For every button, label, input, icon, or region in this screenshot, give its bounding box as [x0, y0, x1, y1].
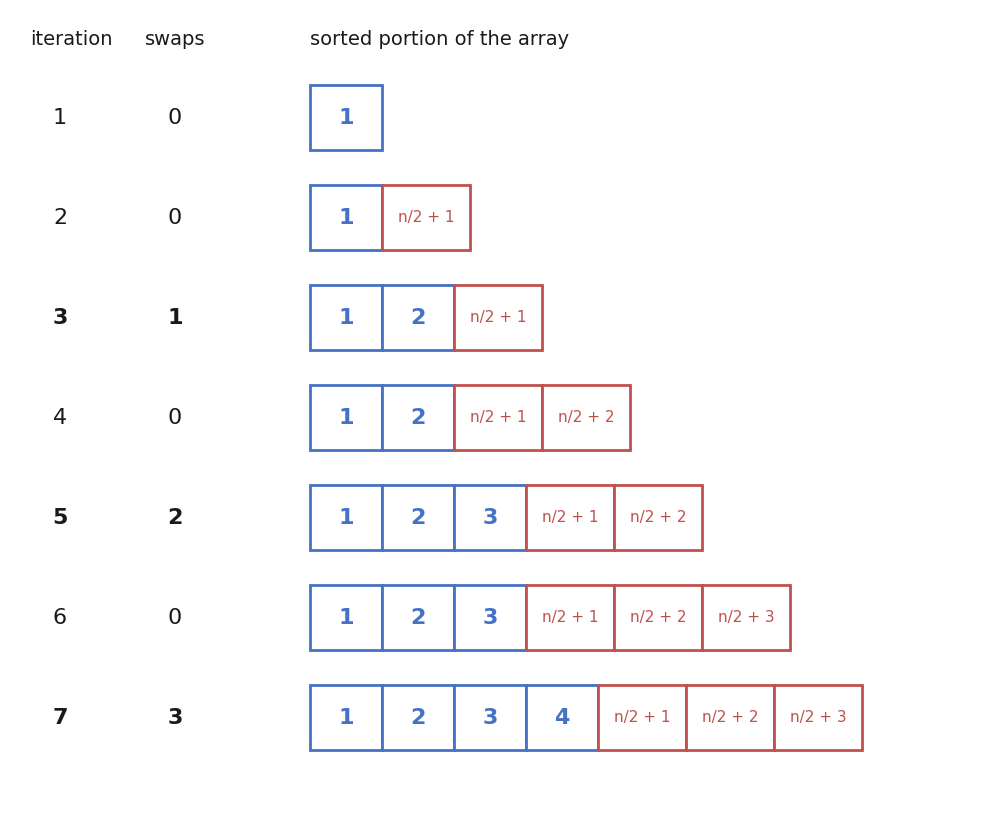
FancyBboxPatch shape	[526, 585, 614, 650]
Text: 0: 0	[168, 407, 183, 428]
FancyBboxPatch shape	[454, 585, 526, 650]
FancyBboxPatch shape	[310, 485, 382, 550]
Text: 3: 3	[482, 507, 498, 528]
Text: n/2 + 1: n/2 + 1	[542, 510, 598, 525]
Text: 1: 1	[338, 307, 354, 327]
Text: 2: 2	[411, 507, 426, 528]
FancyBboxPatch shape	[310, 185, 382, 250]
FancyBboxPatch shape	[614, 485, 702, 550]
FancyBboxPatch shape	[310, 585, 382, 650]
Text: 2: 2	[168, 507, 183, 528]
Text: n/2 + 2: n/2 + 2	[630, 610, 686, 625]
Text: 2: 2	[53, 207, 67, 227]
FancyBboxPatch shape	[382, 385, 454, 450]
Text: 3: 3	[482, 708, 498, 728]
Text: 2: 2	[411, 407, 426, 428]
FancyBboxPatch shape	[598, 685, 686, 750]
Text: 3: 3	[53, 307, 67, 327]
Text: 4: 4	[53, 407, 67, 428]
Text: 1: 1	[338, 507, 354, 528]
Text: 2: 2	[411, 607, 426, 628]
Text: n/2 + 1: n/2 + 1	[542, 610, 598, 625]
FancyBboxPatch shape	[382, 485, 454, 550]
Text: 3: 3	[482, 607, 498, 628]
FancyBboxPatch shape	[382, 185, 470, 250]
Text: 1: 1	[338, 607, 354, 628]
Text: 2: 2	[411, 307, 426, 327]
FancyBboxPatch shape	[526, 685, 598, 750]
Text: n/2 + 3: n/2 + 3	[717, 610, 775, 625]
FancyBboxPatch shape	[702, 585, 790, 650]
FancyBboxPatch shape	[454, 485, 526, 550]
FancyBboxPatch shape	[310, 685, 382, 750]
FancyBboxPatch shape	[542, 385, 630, 450]
Text: iteration: iteration	[30, 30, 112, 49]
Text: 6: 6	[53, 607, 67, 628]
FancyBboxPatch shape	[454, 685, 526, 750]
Text: n/2 + 2: n/2 + 2	[558, 410, 614, 425]
Text: 5: 5	[53, 507, 67, 528]
Text: n/2 + 1: n/2 + 1	[470, 410, 526, 425]
Text: n/2 + 1: n/2 + 1	[614, 710, 671, 725]
Text: n/2 + 2: n/2 + 2	[630, 510, 686, 525]
FancyBboxPatch shape	[310, 285, 382, 350]
FancyBboxPatch shape	[526, 485, 614, 550]
FancyBboxPatch shape	[614, 585, 702, 650]
Text: n/2 + 1: n/2 + 1	[470, 310, 526, 325]
Text: 1: 1	[53, 107, 67, 127]
Text: 3: 3	[168, 708, 183, 728]
Text: 1: 1	[338, 107, 354, 127]
Text: 0: 0	[168, 607, 183, 628]
Text: swaps: swaps	[145, 30, 205, 49]
FancyBboxPatch shape	[310, 85, 382, 150]
FancyBboxPatch shape	[382, 585, 454, 650]
Text: 4: 4	[555, 708, 569, 728]
FancyBboxPatch shape	[774, 685, 862, 750]
Text: 7: 7	[53, 708, 67, 728]
FancyBboxPatch shape	[310, 385, 382, 450]
Text: sorted portion of the array: sorted portion of the array	[310, 30, 569, 49]
Text: 1: 1	[338, 207, 354, 227]
FancyBboxPatch shape	[454, 285, 542, 350]
Text: 2: 2	[411, 708, 426, 728]
FancyBboxPatch shape	[382, 685, 454, 750]
Text: n/2 + 2: n/2 + 2	[701, 710, 758, 725]
Text: 1: 1	[338, 407, 354, 428]
Text: 1: 1	[168, 307, 183, 327]
FancyBboxPatch shape	[382, 285, 454, 350]
Text: 0: 0	[168, 207, 183, 227]
Text: n/2 + 3: n/2 + 3	[790, 710, 846, 725]
FancyBboxPatch shape	[454, 385, 542, 450]
FancyBboxPatch shape	[686, 685, 774, 750]
Text: 1: 1	[338, 708, 354, 728]
Text: 0: 0	[168, 107, 183, 127]
Text: n/2 + 1: n/2 + 1	[398, 210, 454, 225]
